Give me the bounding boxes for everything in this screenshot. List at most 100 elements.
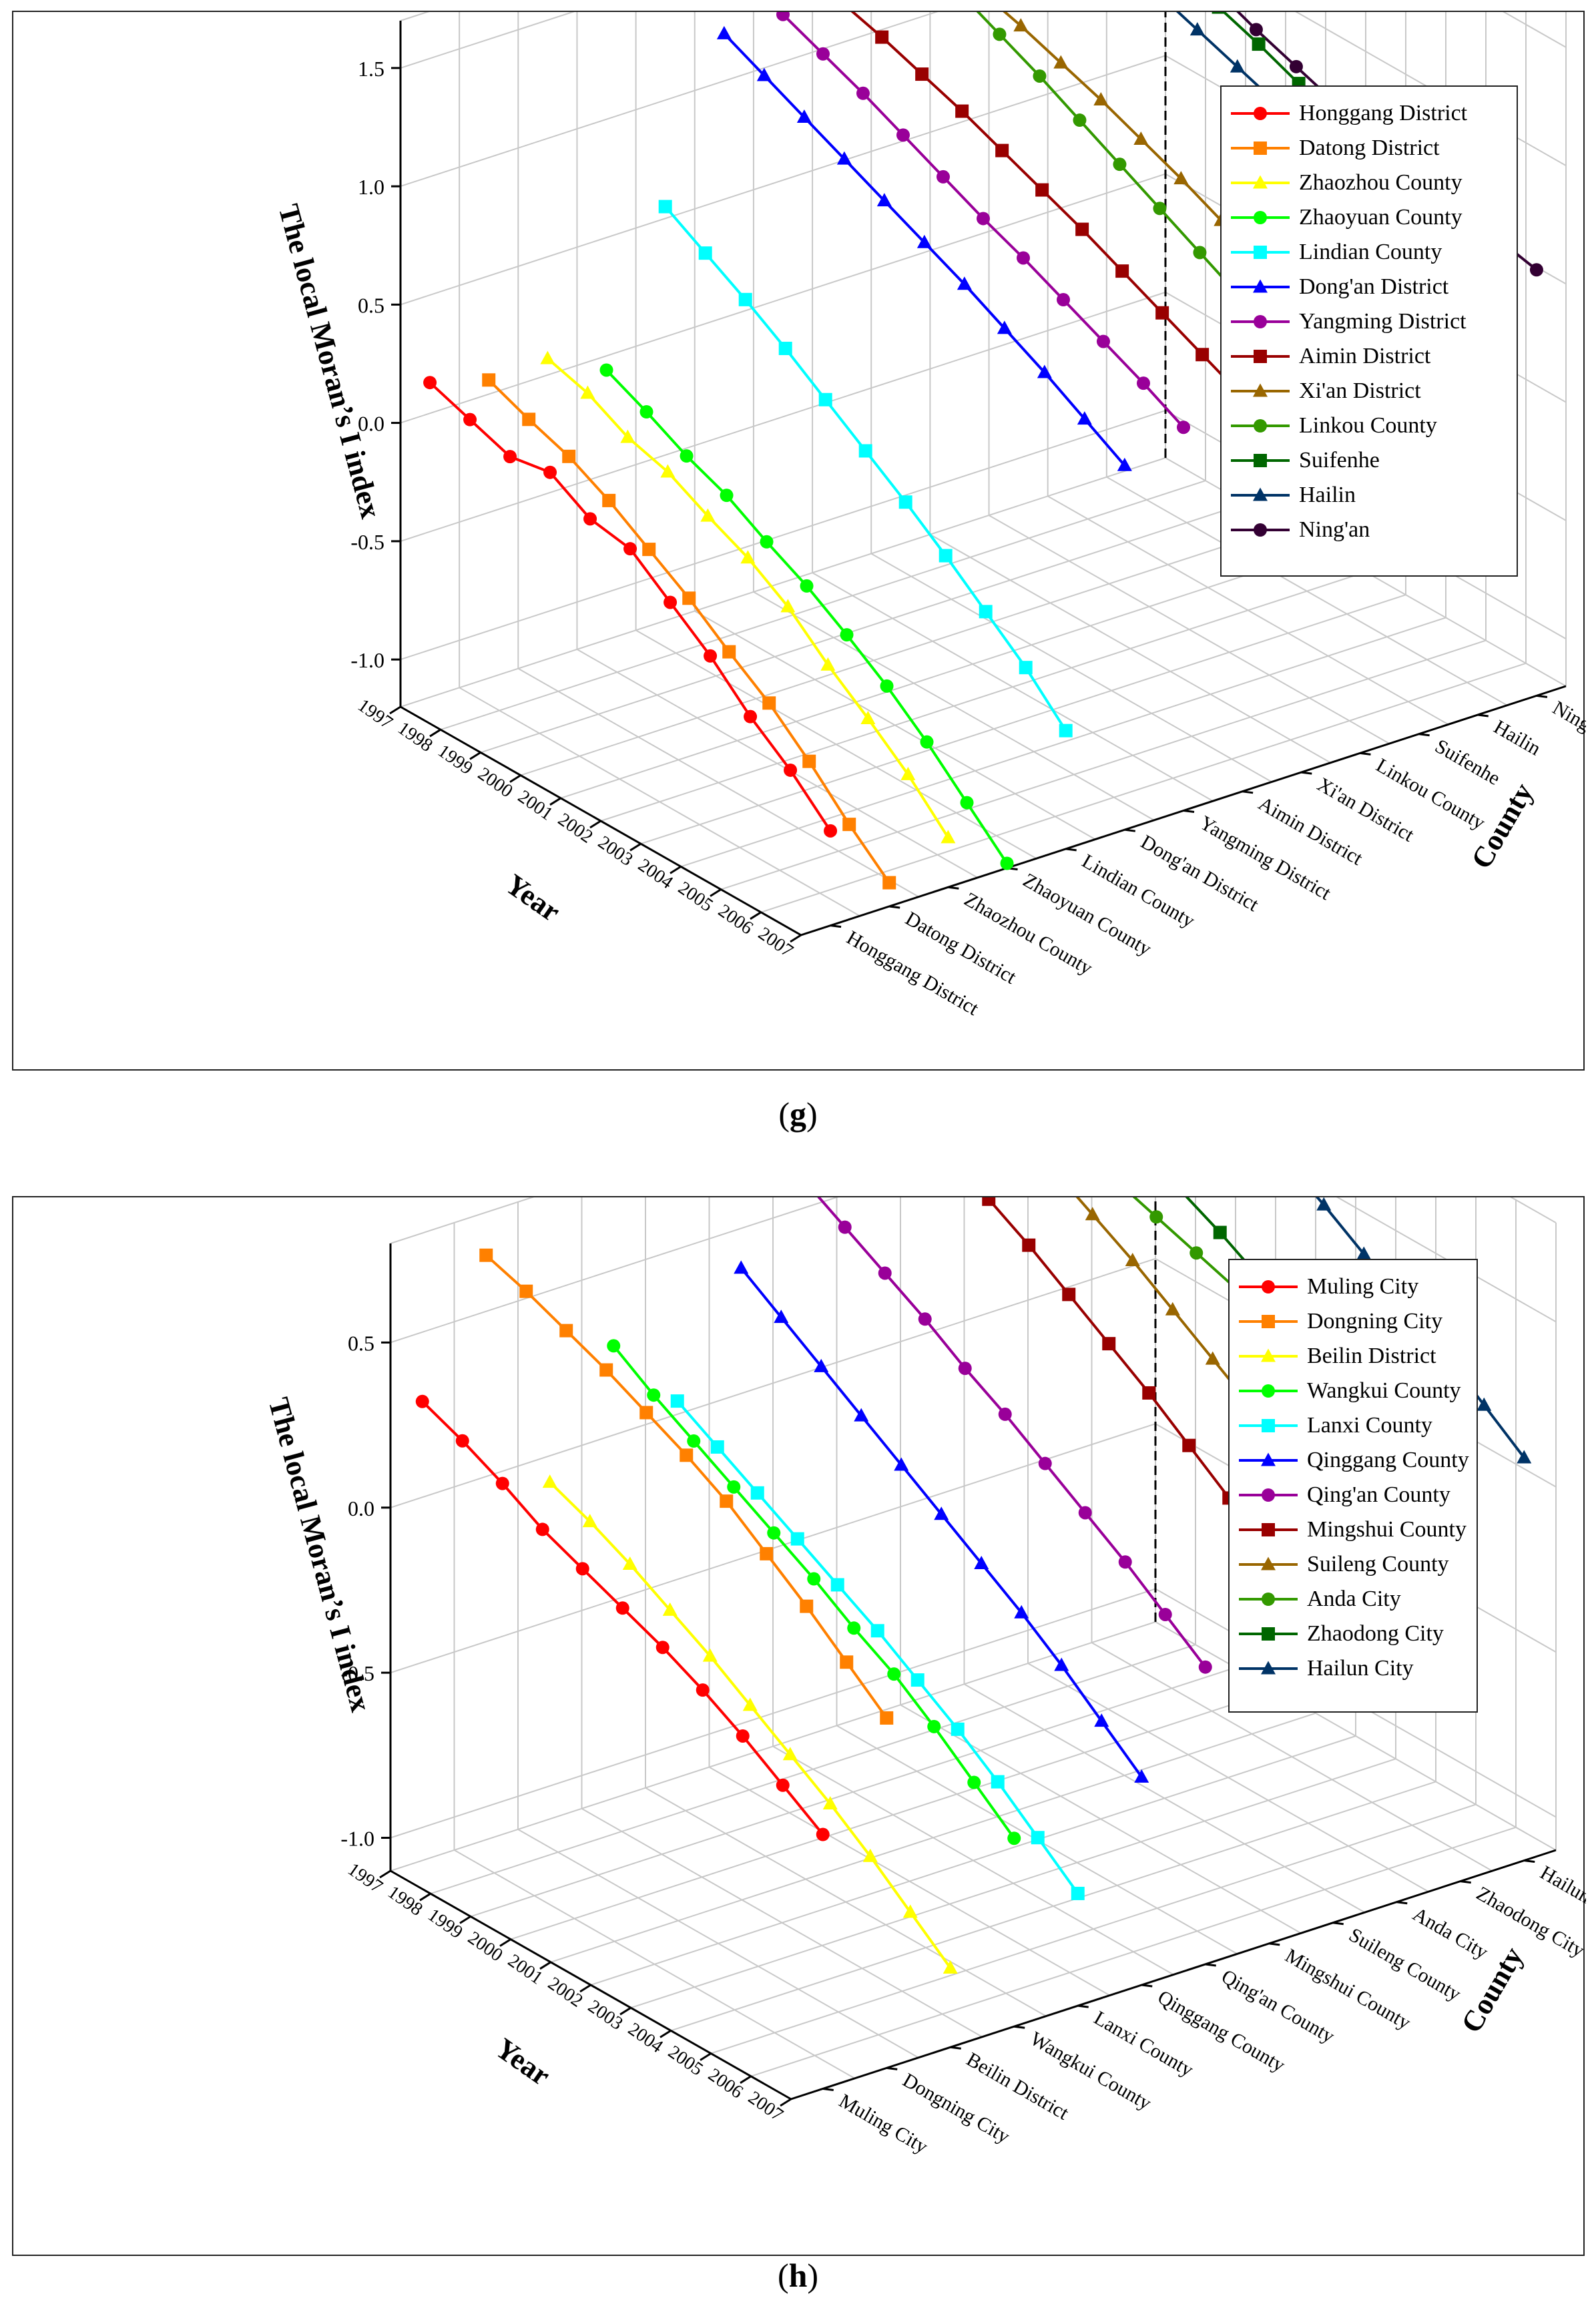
data-point [774, 1310, 789, 1324]
legend-label: Honggang District [1299, 101, 1468, 125]
data-point [455, 1434, 469, 1448]
year-tick [790, 934, 802, 943]
data-point [1230, 59, 1245, 73]
legend-label: Qinggang County [1307, 1448, 1469, 1472]
data-point [1517, 1450, 1532, 1464]
county-tick-label: Anda City [1409, 1903, 1492, 1964]
legend-swatch-marker [1254, 246, 1267, 259]
data-point [1035, 183, 1049, 197]
data-point [918, 1312, 932, 1326]
chart-panel-g: -1.0 -0.5 0.0 0.5 1.0 1.5 1997 1998 1999 2000 2001… [12, 11, 1586, 1071]
chart-panel-h: -1.0 -0.5 0.0 0.5 1997 1998 1999 2000 2001 2002 20… [12, 1196, 1586, 2256]
series-line-honggang-district [429, 381, 832, 832]
data-point [543, 465, 557, 479]
floor-gridline [454, 1849, 855, 2079]
data-point [910, 1673, 924, 1687]
data-point [1529, 263, 1543, 277]
data-point [927, 1719, 941, 1733]
data-point [663, 595, 678, 609]
data-point [482, 373, 496, 387]
legend-swatch-marker [1262, 1419, 1275, 1432]
data-point [840, 628, 854, 642]
data-point [937, 170, 950, 184]
data-point [722, 645, 736, 659]
data-point [802, 754, 816, 768]
legend-swatch-marker [1261, 1452, 1276, 1466]
wall-gridline [390, 1197, 1557, 1344]
year-tick [459, 1916, 471, 1924]
year-tick-label: 1997 [354, 695, 396, 734]
legend-swatch [1239, 1523, 1298, 1536]
data-point [1014, 1605, 1029, 1619]
legend-swatch [1239, 1315, 1298, 1328]
county-tick [1077, 2004, 1089, 2008]
year-tick [579, 1984, 591, 1993]
floor-gridline [964, 1683, 1365, 1914]
floor-gridline [929, 533, 1331, 764]
data-point [423, 376, 437, 390]
series-zhaozhou-county [540, 350, 956, 844]
year-tick [419, 1892, 431, 1902]
floor-gridline [517, 1828, 919, 2058]
floor-gridline [760, 662, 1527, 913]
legend-item: Linkou County [1227, 408, 1510, 443]
series-qinggang-county [734, 1260, 1149, 1783]
data-point [602, 493, 616, 507]
data-point [583, 512, 597, 526]
data-point [816, 1827, 830, 1841]
z-tick-label: -0.5 [350, 530, 384, 554]
county-tick [1124, 828, 1136, 832]
data-point [720, 1494, 734, 1508]
data-point [830, 1578, 844, 1592]
data-point [778, 342, 792, 356]
data-point [716, 25, 732, 39]
data-point [750, 1486, 764, 1500]
data-point [738, 292, 752, 306]
data-point [599, 363, 613, 377]
data-point [1115, 264, 1129, 278]
data-point [1054, 1657, 1069, 1671]
data-point [842, 818, 856, 832]
county-tick [1332, 1922, 1344, 1926]
data-point [740, 550, 756, 564]
legend-swatch [1231, 315, 1290, 328]
legend-item: Ning'an [1227, 513, 1510, 547]
data-point [887, 1667, 901, 1681]
data-point [894, 1457, 909, 1471]
data-point [991, 1775, 1005, 1789]
legend-item: Beilin District [1235, 1339, 1470, 1374]
floor-gridline [645, 1787, 1047, 2017]
legend-item: Xi'an District [1227, 374, 1510, 408]
legend-label: Hailun City [1307, 1656, 1414, 1681]
legend-swatch-marker [1254, 141, 1267, 155]
data-point [920, 735, 934, 749]
data-point [658, 200, 672, 214]
legend-swatch-marker [1254, 107, 1267, 120]
floor-gridline [1106, 476, 1508, 706]
year-tick [710, 888, 722, 897]
legend-swatch [1239, 1384, 1298, 1398]
data-point [698, 246, 712, 260]
floor-gridline [517, 667, 919, 898]
legend-label: Lanxi County [1307, 1413, 1432, 1438]
legend-swatch [1231, 211, 1290, 224]
data-point [562, 449, 576, 463]
data-point [760, 1546, 774, 1560]
data-point [680, 1448, 694, 1462]
data-point [878, 1266, 892, 1280]
legend-swatch-marker [1262, 1488, 1275, 1502]
floor-gridline [400, 457, 1166, 707]
data-point [1059, 724, 1073, 738]
data-point [858, 444, 872, 458]
legend-item: Zhaozhou County [1227, 166, 1510, 200]
legend-swatch-marker [1261, 1348, 1276, 1362]
data-point [1189, 1246, 1204, 1260]
data-point [782, 1747, 798, 1761]
legend-item: Dong'an District [1227, 270, 1510, 304]
series-yangming-district [776, 12, 1190, 435]
series-mingshui-county [982, 1197, 1276, 1561]
data-point [1033, 69, 1047, 83]
legend-item: Honggang District [1227, 96, 1510, 131]
data-point [1022, 1238, 1036, 1252]
data-point [704, 649, 718, 663]
